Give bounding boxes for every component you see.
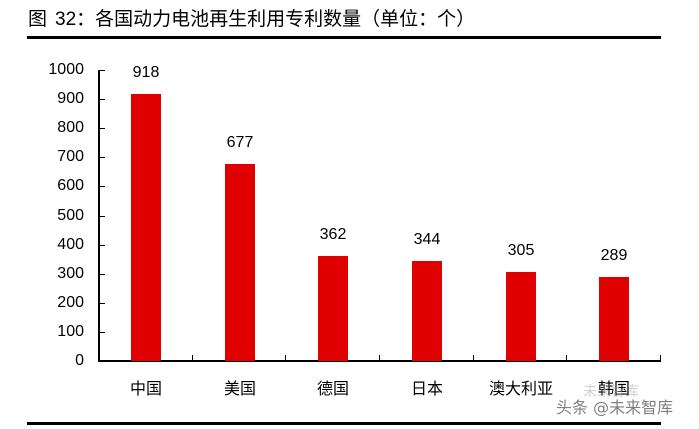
- y-tick-mark: [100, 216, 105, 217]
- data-label: 344: [413, 231, 441, 248]
- y-tick-label: 200: [57, 293, 84, 311]
- bottom-rule: [27, 422, 661, 425]
- bar-5: [599, 277, 629, 361]
- watermark-ghost: 未来智库: [583, 384, 639, 400]
- bar-2: [318, 256, 348, 361]
- y-tick-mark: [100, 245, 105, 246]
- figure-number: 32：: [55, 9, 96, 30]
- y-tick-mark: [100, 99, 105, 100]
- y-tick-mark: [100, 303, 105, 304]
- bar-4: [506, 272, 536, 361]
- figure-caption: 各国动力电池再生利用专利数量（单位：个）: [95, 8, 476, 30]
- y-axis: [98, 70, 100, 362]
- x-tick-mark: [473, 355, 474, 360]
- y-tick-label: 400: [57, 235, 84, 253]
- y-tick-mark: [100, 186, 105, 187]
- data-label: 362: [319, 226, 347, 243]
- y-tick-mark: [100, 70, 105, 71]
- category-label: 中国: [129, 379, 162, 398]
- y-tick-mark: [100, 274, 105, 275]
- title-underline: [27, 36, 661, 39]
- category-label: 澳大利亚: [488, 379, 553, 398]
- category-label: 美国: [223, 379, 256, 398]
- x-axis: [98, 360, 661, 362]
- x-tick-mark: [660, 355, 661, 360]
- x-tick-mark: [192, 355, 193, 360]
- data-label: 305: [507, 242, 535, 259]
- y-tick-mark: [100, 128, 105, 129]
- y-tick-label: 1000: [48, 61, 84, 78]
- y-tick-label: 700: [57, 148, 84, 166]
- watermark: 头条 @未来智库: [556, 398, 674, 417]
- figure-title: 图 32：各国动力电池再生利用专利数量（单位：个）: [28, 6, 475, 33]
- x-tick-mark: [566, 355, 567, 360]
- data-label: 289: [600, 247, 628, 264]
- y-tick-label: 100: [57, 322, 84, 340]
- y-tick-label: 900: [57, 90, 84, 108]
- category-label: 韩国: [597, 379, 630, 398]
- y-tick-label: 500: [57, 206, 84, 224]
- bar-3: [412, 261, 442, 361]
- y-tick-label: 300: [57, 264, 84, 282]
- x-tick-mark: [379, 355, 380, 360]
- y-tick-label: 0: [75, 352, 84, 369]
- y-tick-mark: [100, 361, 105, 362]
- y-tick-mark: [100, 332, 105, 333]
- data-label: 677: [226, 134, 254, 151]
- figure-label: 图: [28, 8, 48, 30]
- y-tick-label: 800: [57, 119, 84, 137]
- bar-1: [225, 164, 255, 361]
- bar-0: [131, 94, 161, 361]
- category-label: 德国: [316, 379, 349, 398]
- y-tick-mark: [100, 157, 105, 158]
- y-tick-label: 600: [57, 177, 84, 195]
- category-label: 日本: [410, 379, 443, 398]
- data-label: 918: [132, 64, 160, 81]
- x-tick-mark: [285, 355, 286, 360]
